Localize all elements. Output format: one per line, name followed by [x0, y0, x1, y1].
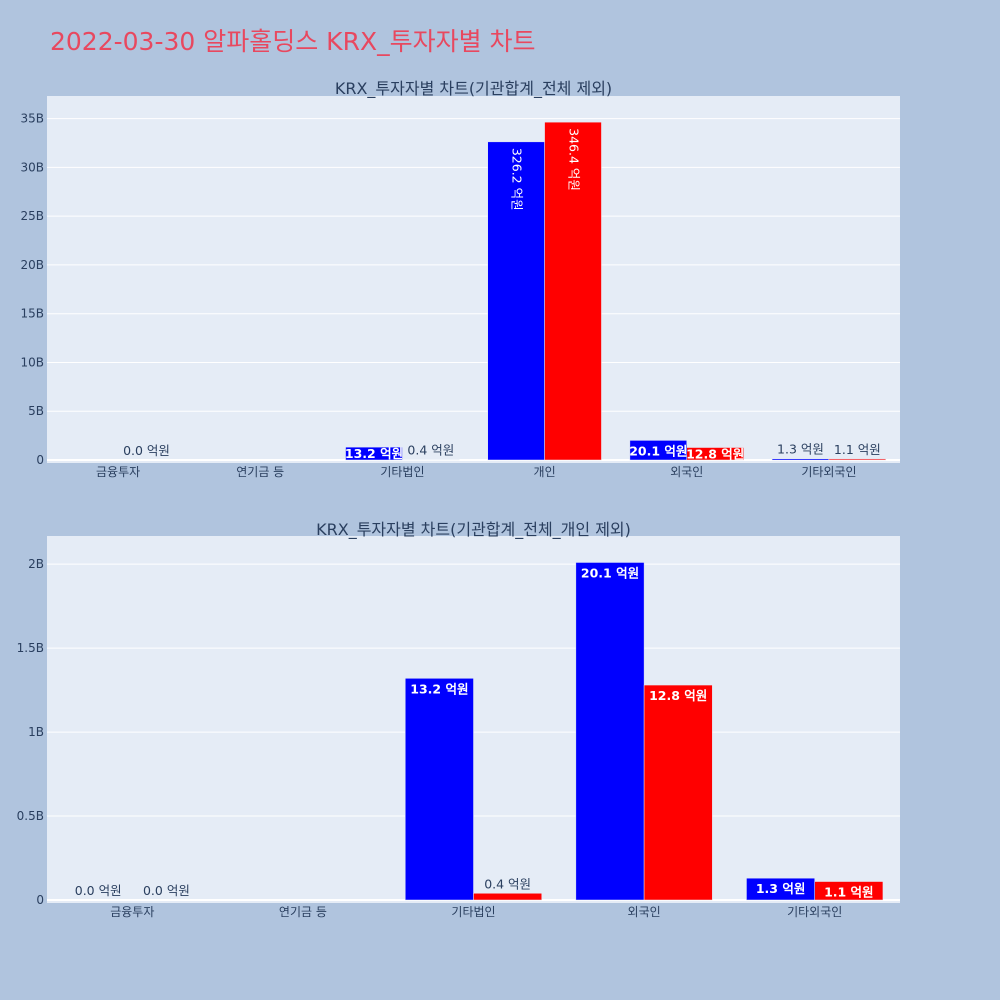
- bar: [771, 458, 830, 461]
- x-tick-label: 금융투자: [110, 905, 154, 919]
- data-label: 1.3 억원: [756, 881, 806, 896]
- data-label: 13.2 억원: [345, 446, 403, 461]
- data-label: 0.4 억원: [407, 443, 454, 458]
- data-label: 0.0 억원: [75, 883, 122, 898]
- data-label: 1.3 억원: [777, 442, 824, 457]
- bar: [345, 446, 403, 461]
- bar: [487, 141, 545, 461]
- bar: [828, 458, 887, 461]
- y-tick-label: 5B: [28, 404, 44, 418]
- y-tick-label: 30B: [20, 160, 44, 174]
- x-tick-label: 기타외국인: [801, 465, 856, 479]
- data-label: 0.0 억원: [143, 883, 190, 898]
- y-tick-label: 1B: [28, 725, 44, 739]
- data-label: 1.1 억원: [824, 885, 874, 900]
- chart-title: KRX_투자자별 차트(기관합계_전체_개인 제외): [316, 520, 631, 540]
- y-tick-label: 20B: [20, 258, 44, 272]
- chart-1: 0 5B 10B 15B 20B 25B 30B 35B KRX_투자자별 차트(기관합계_전체…: [20, 79, 900, 479]
- bar: [814, 881, 884, 901]
- y-tick-label: 2B: [28, 557, 44, 571]
- y-tick-label: 25B: [20, 209, 44, 223]
- y-tick-label: 0.5B: [17, 809, 44, 823]
- y-tick-label: 15B: [20, 307, 44, 321]
- bar: [643, 684, 713, 901]
- x-tick-label: 연기금 등: [236, 465, 284, 479]
- x-tick-label: 기타외국인: [787, 905, 842, 919]
- chart-2: 0 0.5B 1B 1.5B 2B KRX_투자자별 차트(기관합계_전체_개인 제외) 금…: [17, 520, 900, 919]
- bar: [575, 562, 645, 901]
- data-label: 346.4 억원: [567, 128, 582, 191]
- page-title: 2022-03-30 알파홀딩스 KRX_투자자별 차트: [50, 27, 536, 56]
- data-label: 20.1 억원: [581, 565, 639, 580]
- bar: [544, 121, 602, 461]
- x-tick-label: 기타법인: [380, 465, 424, 479]
- data-label: 13.2 억원: [410, 681, 468, 696]
- y-tick-label: 35B: [20, 112, 44, 126]
- y-tick-label: 1.5B: [17, 641, 44, 655]
- data-label: 1.1 억원: [834, 442, 881, 457]
- x-tick-label: 개인: [534, 465, 556, 479]
- x-tick-label: 외국인: [628, 905, 661, 919]
- x-tick-label: 금융투자: [96, 465, 140, 479]
- data-label: 0.4 억원: [484, 876, 531, 891]
- bar: [473, 893, 542, 901]
- y-tick-label: 10B: [20, 355, 44, 369]
- plot-area: [47, 96, 900, 463]
- x-tick-label: 기타법인: [451, 905, 495, 919]
- y-tick-label: 0: [36, 893, 44, 907]
- x-tick-label: 외국인: [670, 465, 703, 479]
- data-label: 0.0 억원: [123, 443, 170, 458]
- bar: [686, 447, 744, 461]
- y-tick-label: 0: [36, 453, 44, 467]
- data-label: 326.2 억원: [510, 148, 525, 211]
- data-label: 20.1 억원: [629, 443, 687, 458]
- bar: [405, 678, 474, 901]
- data-label: 12.8 억원: [686, 446, 744, 461]
- x-tick-label: 연기금 등: [279, 905, 327, 919]
- data-label: 12.8 억원: [649, 688, 707, 703]
- chart-title: KRX_투자자별 차트(기관합계_전체 제외): [335, 79, 612, 99]
